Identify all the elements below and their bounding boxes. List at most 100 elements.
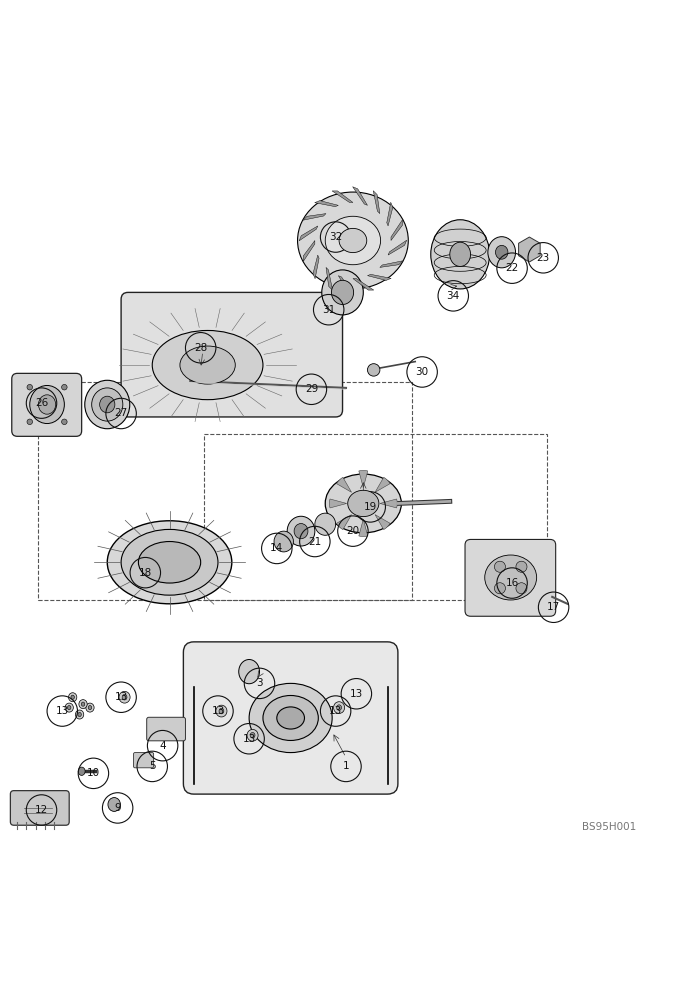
Polygon shape xyxy=(326,267,333,290)
Ellipse shape xyxy=(119,691,130,703)
Ellipse shape xyxy=(336,705,342,710)
Ellipse shape xyxy=(494,583,505,594)
Polygon shape xyxy=(315,201,338,207)
Text: 13: 13 xyxy=(211,706,225,716)
FancyBboxPatch shape xyxy=(121,292,343,417)
Ellipse shape xyxy=(325,474,401,533)
Ellipse shape xyxy=(62,384,67,390)
Text: 13: 13 xyxy=(114,692,128,702)
Polygon shape xyxy=(338,276,353,294)
Ellipse shape xyxy=(86,703,94,712)
Ellipse shape xyxy=(67,706,71,710)
Ellipse shape xyxy=(219,708,224,714)
Ellipse shape xyxy=(138,542,201,583)
Ellipse shape xyxy=(27,384,33,390)
Ellipse shape xyxy=(274,531,293,552)
Text: 19: 19 xyxy=(363,502,377,512)
Polygon shape xyxy=(353,279,374,290)
Ellipse shape xyxy=(450,242,471,266)
Ellipse shape xyxy=(89,706,91,710)
Text: 13: 13 xyxy=(349,689,363,699)
Text: 21: 21 xyxy=(308,537,322,547)
Text: BS95H001: BS95H001 xyxy=(582,822,636,832)
Polygon shape xyxy=(380,261,403,267)
Ellipse shape xyxy=(494,561,505,572)
Ellipse shape xyxy=(71,695,75,699)
Ellipse shape xyxy=(65,703,73,712)
Text: 23: 23 xyxy=(536,253,550,263)
Ellipse shape xyxy=(108,798,120,811)
Text: 9: 9 xyxy=(114,803,121,813)
Text: 34: 34 xyxy=(446,291,460,301)
Ellipse shape xyxy=(85,380,130,429)
Ellipse shape xyxy=(322,270,363,315)
Ellipse shape xyxy=(100,396,115,413)
FancyBboxPatch shape xyxy=(12,373,82,436)
Ellipse shape xyxy=(294,524,308,539)
Ellipse shape xyxy=(298,192,408,289)
Ellipse shape xyxy=(315,513,336,535)
Ellipse shape xyxy=(277,707,304,729)
Text: 10: 10 xyxy=(87,768,100,778)
Text: 13: 13 xyxy=(55,706,69,716)
Ellipse shape xyxy=(216,705,227,717)
Wedge shape xyxy=(375,477,390,492)
Ellipse shape xyxy=(91,388,123,421)
Ellipse shape xyxy=(347,490,379,517)
Text: 18: 18 xyxy=(138,568,152,578)
Wedge shape xyxy=(359,470,367,488)
Text: 31: 31 xyxy=(322,305,336,315)
Polygon shape xyxy=(367,274,391,280)
Polygon shape xyxy=(388,240,407,255)
Ellipse shape xyxy=(121,529,218,595)
Ellipse shape xyxy=(180,346,235,384)
Polygon shape xyxy=(303,214,326,220)
Text: 5: 5 xyxy=(149,761,156,771)
Polygon shape xyxy=(332,191,353,202)
Text: 4: 4 xyxy=(159,741,166,751)
Ellipse shape xyxy=(122,694,127,700)
Ellipse shape xyxy=(79,700,87,709)
Ellipse shape xyxy=(367,364,380,376)
Polygon shape xyxy=(387,202,393,226)
Ellipse shape xyxy=(516,583,527,594)
Ellipse shape xyxy=(62,419,67,425)
Ellipse shape xyxy=(152,330,263,400)
Ellipse shape xyxy=(430,220,490,289)
Ellipse shape xyxy=(247,729,258,741)
Polygon shape xyxy=(373,191,380,214)
Ellipse shape xyxy=(339,228,367,253)
Ellipse shape xyxy=(75,710,84,719)
Text: 26: 26 xyxy=(35,398,48,408)
Text: 20: 20 xyxy=(347,526,359,536)
Wedge shape xyxy=(336,477,352,492)
Polygon shape xyxy=(303,240,315,261)
Text: 28: 28 xyxy=(194,343,208,353)
Text: 27: 27 xyxy=(114,408,128,418)
FancyBboxPatch shape xyxy=(134,753,154,768)
Text: 22: 22 xyxy=(505,263,519,273)
Ellipse shape xyxy=(287,516,315,546)
Text: 16: 16 xyxy=(505,578,519,588)
Ellipse shape xyxy=(334,702,345,713)
Ellipse shape xyxy=(30,385,64,424)
Wedge shape xyxy=(359,519,367,537)
FancyBboxPatch shape xyxy=(183,642,398,794)
Ellipse shape xyxy=(251,733,255,738)
Ellipse shape xyxy=(488,237,516,268)
Ellipse shape xyxy=(239,660,260,684)
Polygon shape xyxy=(391,220,403,240)
Ellipse shape xyxy=(263,695,318,740)
Ellipse shape xyxy=(516,561,527,572)
Wedge shape xyxy=(380,499,397,508)
FancyBboxPatch shape xyxy=(10,791,69,825)
Ellipse shape xyxy=(39,395,56,414)
Text: 3: 3 xyxy=(256,678,263,688)
Ellipse shape xyxy=(484,555,536,600)
Wedge shape xyxy=(375,515,390,530)
Wedge shape xyxy=(336,515,352,530)
Wedge shape xyxy=(329,499,347,508)
Text: 13: 13 xyxy=(329,706,343,716)
Polygon shape xyxy=(313,255,319,279)
Ellipse shape xyxy=(69,693,77,702)
